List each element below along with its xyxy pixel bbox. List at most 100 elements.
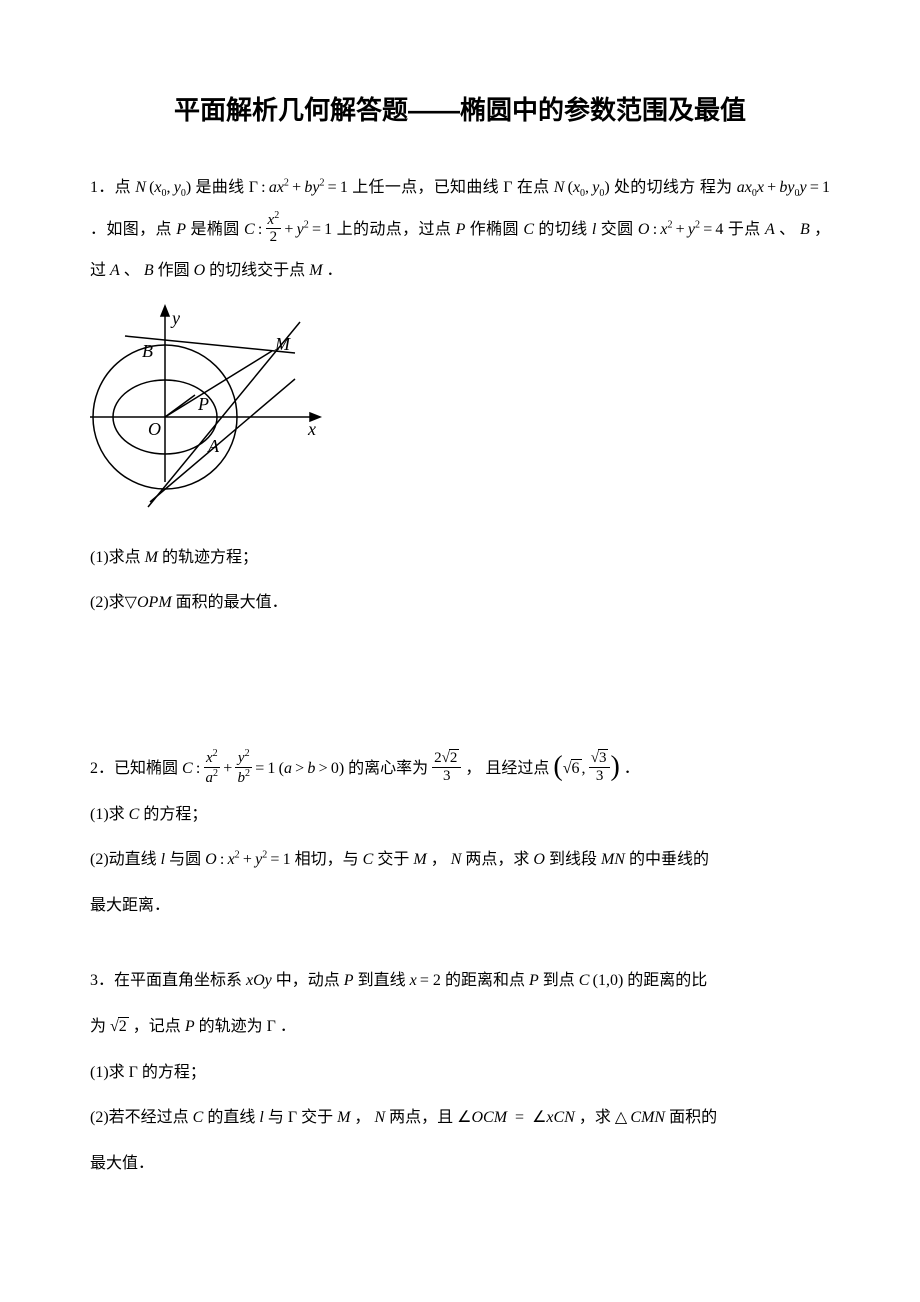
text: (2)动直线: [90, 851, 157, 868]
label-A: A: [207, 436, 220, 456]
text: 的轨迹方程；: [162, 549, 258, 566]
var-O: O: [194, 262, 206, 279]
var-C: C: [193, 1109, 204, 1126]
problem-3-q2: (2)若不经过点 C 的直线 l 与 Γ 交于 M ， N 两点，且 ∠OCM …: [90, 1097, 830, 1139]
var-x: x: [410, 972, 417, 989]
text: 的切线: [538, 221, 587, 238]
var-a: a: [269, 179, 277, 196]
axis-x-label: x: [307, 419, 316, 439]
text: 为: [90, 1018, 106, 1035]
problem-3-q2-cont: 最大值．: [90, 1143, 830, 1185]
gamma: Γ: [288, 1109, 297, 1126]
text: 处的切线方: [614, 179, 696, 196]
text: (2)若不经过点: [90, 1109, 189, 1126]
triangle-symbol: ▽: [125, 594, 137, 611]
var-N: N: [374, 1109, 385, 1126]
text: ．如图，点: [90, 221, 172, 238]
text: 的轨迹为: [199, 1018, 263, 1035]
text: 交于: [301, 1109, 333, 1126]
var-CMN: CMN: [630, 1109, 665, 1126]
angle-symbol: ∠: [457, 1109, 471, 1126]
var-M: M: [337, 1109, 350, 1126]
problem-1-q1: (1)求点 M 的轨迹方程；: [90, 537, 830, 579]
text: 是椭圆: [190, 221, 239, 238]
var-M: M: [145, 549, 158, 566]
text: ，求: [579, 1109, 611, 1126]
var-OCM: OCM: [471, 1109, 507, 1126]
var-M: M: [309, 262, 322, 279]
problem-2-q2-cont: 最大距离．: [90, 885, 830, 927]
text: 面积的最大值．: [176, 594, 288, 611]
eq: =: [515, 1109, 524, 1126]
text: 在点: [517, 179, 550, 196]
var-C: C: [579, 972, 590, 989]
text: 最大值．: [90, 1155, 154, 1172]
text: ．: [327, 262, 343, 279]
var-P: P: [185, 1018, 195, 1035]
text: (1)求: [90, 806, 125, 823]
var-l: l: [259, 1109, 263, 1126]
text: 1．点: [90, 179, 131, 196]
angle-symbol: ∠: [532, 1109, 546, 1126]
text: 的直线: [207, 1109, 255, 1126]
problem-3-text2: 为 √2 ，记点 P 的轨迹为 Γ ．: [90, 1006, 830, 1048]
text: 交圆: [601, 221, 634, 238]
eq: = 2: [420, 972, 441, 989]
text: 面积的: [669, 1109, 717, 1126]
text: 作圆: [158, 262, 190, 279]
var-O: O: [638, 221, 650, 238]
text: (2)求: [90, 594, 125, 611]
problem-3-text: 3．在平面直角坐标系 xOy 中，动点 P 到直线 x = 2 的距离和点 P …: [90, 960, 830, 1002]
text: 的切线交于点: [209, 262, 305, 279]
var-x0: x: [154, 179, 161, 196]
var-OPM: OPM: [137, 594, 172, 611]
label-B: B: [142, 341, 153, 361]
page-title: 平面解析几何解答题——椭圆中的参数范围及最值: [90, 90, 830, 127]
var-N: N: [554, 179, 565, 196]
problem-2-text: 2．已知椭圆 C : x2a2 + y2b2 = 1 (a > b > 0) 的…: [90, 748, 830, 790]
var-B: B: [144, 262, 154, 279]
problem-1-figure: y x O A B M P: [90, 302, 830, 517]
text: ，: [431, 851, 447, 868]
text: 交于: [377, 851, 409, 868]
text: 、: [124, 262, 140, 279]
var-O: O: [205, 851, 217, 868]
text: 的离心率为: [348, 760, 428, 777]
var-l: l: [161, 851, 165, 868]
text: 两点，求: [465, 851, 529, 868]
problem-2-q1: (1)求 C 的方程；: [90, 794, 830, 836]
gamma: Γ: [503, 179, 512, 196]
text: 到点: [543, 972, 575, 989]
var-C: C: [129, 806, 140, 823]
text: 最大距离．: [90, 897, 170, 914]
text: 上的动点，过点: [337, 221, 452, 238]
text: 是曲线: [195, 179, 244, 196]
text: 到直线: [358, 972, 406, 989]
text: 到线段: [549, 851, 597, 868]
text: (1)求点: [90, 549, 141, 566]
text: 、: [779, 221, 795, 238]
label-O: O: [148, 419, 161, 439]
var-C: C: [523, 221, 534, 238]
var-xCN: xCN: [546, 1109, 574, 1126]
text: 的方程；: [142, 1064, 206, 1081]
text: 2．已知椭圆: [90, 760, 178, 777]
text: ，记点: [133, 1018, 181, 1035]
problem-2-q2: (2)动直线 l 与圆 O : x2 + y2 = 1 相切，与 C 交于 M …: [90, 839, 830, 881]
var-M: M: [413, 851, 426, 868]
text: 程为: [700, 179, 733, 196]
gamma: Γ: [267, 1018, 276, 1035]
var-MN: MN: [601, 851, 625, 868]
var-P: P: [456, 221, 466, 238]
label-P: P: [197, 394, 209, 414]
problem-3-q1: (1)求 Γ 的方程；: [90, 1052, 830, 1094]
radicand: 2: [118, 1017, 129, 1035]
var-N: N: [451, 851, 462, 868]
var-P: P: [344, 972, 354, 989]
var-C: C: [182, 760, 193, 777]
var-B: B: [800, 221, 810, 238]
point: (1,0): [593, 972, 624, 989]
var-O: O: [533, 851, 545, 868]
var-P: P: [529, 972, 539, 989]
var-xOy: xOy: [246, 972, 272, 989]
